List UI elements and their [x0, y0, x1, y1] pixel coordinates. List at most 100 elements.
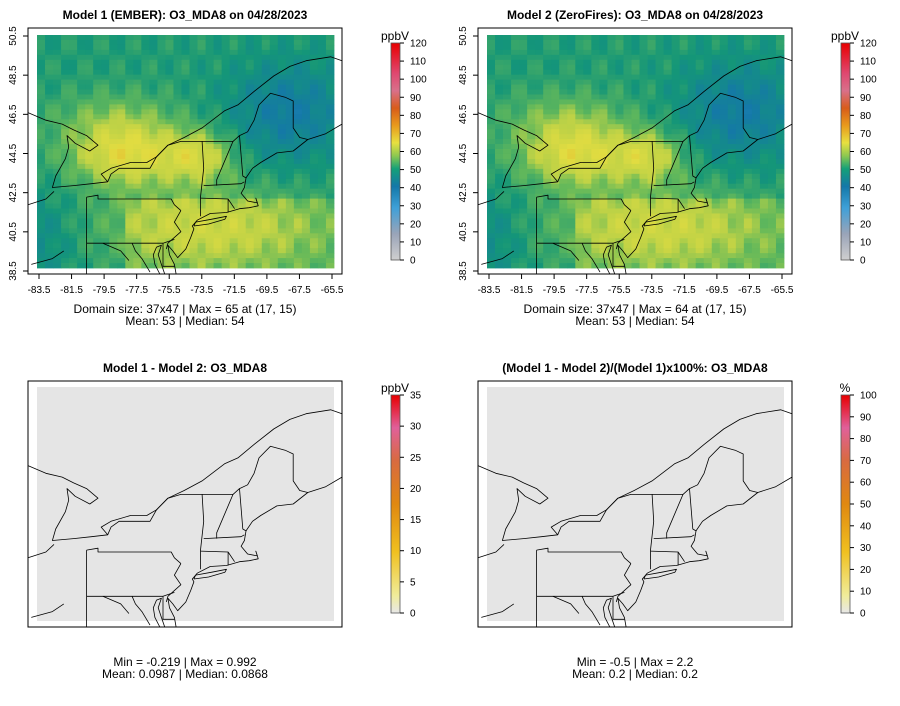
- grid-cell: [261, 39, 271, 46]
- grid-cell: [133, 124, 142, 130]
- grid-cell: [101, 263, 110, 269]
- grid-cell: [181, 183, 190, 190]
- grid-cell: [503, 114, 512, 120]
- grid-cell: [293, 233, 303, 239]
- grid-cell: [117, 44, 126, 51]
- grid-cell: [615, 79, 624, 85]
- grid-cell: [599, 218, 608, 224]
- grid-cell: [205, 144, 214, 150]
- grid-cell: [775, 233, 785, 239]
- grid-cell: [575, 158, 584, 165]
- grid-cell: [567, 144, 576, 150]
- grid-cell: [109, 59, 118, 66]
- grid-cell: [743, 124, 753, 130]
- grid-cell: [743, 139, 753, 145]
- grid-cell: [293, 134, 303, 140]
- grid-cell: [679, 228, 689, 234]
- grid-cell: [695, 129, 705, 135]
- panel-2-x-ticks: -83.5 -81.5 -79.5 -77.5 -75.5 -73.5 -71.5 -69.5…: [478, 274, 794, 296]
- grid-cell: [45, 158, 54, 165]
- grid-cell: [325, 158, 335, 165]
- grid-cell: [237, 99, 247, 105]
- grid-cell: [205, 233, 214, 239]
- grid-cell: [45, 89, 54, 95]
- grid-cell: [101, 119, 110, 125]
- grid-cell: [711, 228, 721, 234]
- grid-cell: [149, 198, 158, 204]
- grid-cell: [759, 89, 769, 95]
- grid-cell: [527, 198, 536, 204]
- grid-cell: [93, 243, 102, 249]
- grid-cell: [53, 79, 62, 85]
- grid-cell: [93, 153, 102, 160]
- grid-cell: [101, 35, 110, 41]
- grid-cell: [301, 99, 311, 105]
- grid-cell: [727, 203, 737, 209]
- grid-cell: [197, 223, 206, 229]
- grid-cell: [53, 84, 62, 90]
- grid-cell: [695, 163, 705, 170]
- grid-cell: [775, 203, 785, 209]
- grid-cell: [735, 188, 745, 195]
- grid-cell: [117, 99, 126, 105]
- grid-cell: [229, 79, 239, 85]
- grid-cell: [245, 69, 255, 76]
- grid-cell: [101, 248, 110, 254]
- grid-cell: [133, 49, 142, 56]
- grid-cell: [293, 193, 303, 199]
- grid-cell: [221, 243, 231, 249]
- grid-cell: [325, 178, 335, 185]
- grid-cell: [719, 44, 729, 51]
- grid-cell: [325, 129, 335, 135]
- x-tick-label: -73.5: [190, 285, 213, 296]
- grid-cell: [165, 109, 174, 115]
- boundary-line: [86, 547, 182, 564]
- grid-cell: [719, 64, 729, 71]
- grid-cell: [37, 188, 46, 195]
- grid-cell: [759, 233, 769, 239]
- grid-cell: [309, 263, 319, 269]
- grid-cell: [639, 134, 648, 140]
- grid-cell: [317, 223, 327, 229]
- grid-cell: [767, 84, 777, 90]
- grid-cell: [117, 124, 126, 130]
- grid-cell: [703, 129, 713, 135]
- grid-cell: [109, 35, 118, 41]
- grid-cell: [767, 139, 777, 145]
- grid-cell: [719, 149, 729, 155]
- grid-cell: [165, 153, 174, 160]
- grid-cell: [663, 119, 673, 125]
- grid-cell: [503, 263, 512, 269]
- grid-cell: [623, 218, 632, 224]
- grid-cell: [583, 213, 592, 219]
- grid-cell: [607, 69, 616, 76]
- grid-cell: [37, 173, 46, 180]
- grid-cell: [229, 168, 239, 175]
- grid-cell: [679, 94, 689, 100]
- grid-cell: [719, 39, 729, 46]
- grid-cell: [559, 89, 568, 95]
- grid-cell: [85, 188, 94, 195]
- grid-cell: [591, 238, 600, 244]
- grid-cell: [149, 223, 158, 229]
- grid-cell: [751, 104, 761, 110]
- grid-cell: [109, 173, 118, 180]
- grid-cell: [317, 193, 327, 199]
- grid-cell: [559, 208, 568, 214]
- grid-cell: [293, 114, 303, 120]
- grid-cell: [117, 104, 126, 110]
- coastline: [477, 409, 793, 541]
- grid-cell: [165, 188, 174, 195]
- grid-cell: [687, 54, 697, 61]
- grid-cell: [277, 74, 287, 81]
- y-tick-label: 40.5: [458, 222, 469, 242]
- grid-cell: [535, 44, 544, 51]
- grid-cell: [317, 149, 327, 155]
- grid-cell: [711, 64, 721, 71]
- grid-cell: [567, 39, 576, 46]
- grid-cell: [77, 203, 86, 209]
- grid-cell: [767, 218, 777, 224]
- grid-cell: [551, 54, 560, 61]
- grid-cell: [37, 223, 46, 229]
- grid-cell: [735, 178, 745, 185]
